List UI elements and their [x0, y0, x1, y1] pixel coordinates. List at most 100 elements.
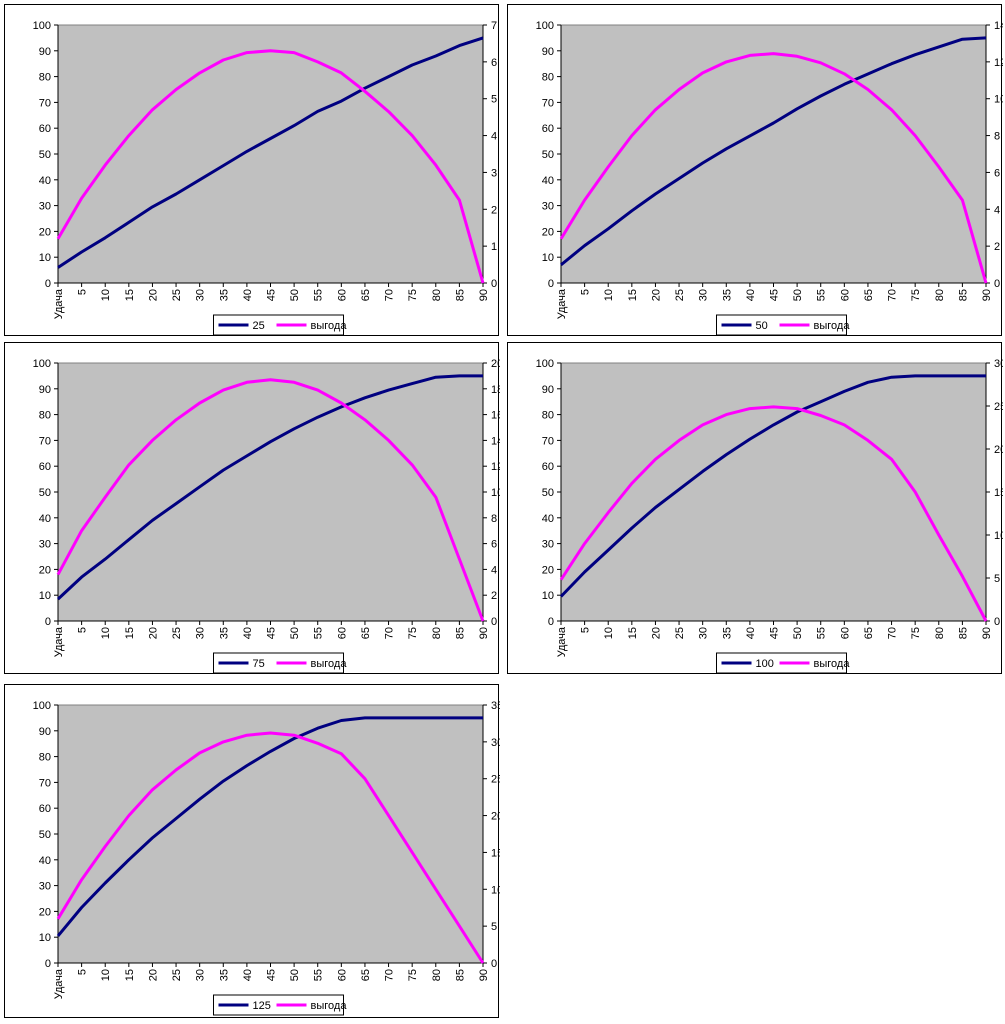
x-axis-tick-label: 35 — [218, 969, 230, 981]
x-axis-tick-label: 40 — [745, 289, 757, 301]
left-axis-tick-label: 80 — [39, 72, 51, 84]
right-axis-tick-label: 15 — [994, 487, 1003, 499]
x-axis-tick-label: 80 — [431, 969, 443, 981]
x-axis-tick-label: 25 — [171, 289, 183, 301]
legend: 25 выгода — [213, 314, 348, 336]
series-line-vygoda — [559, 405, 988, 622]
x-axis-tick-label: 50 — [289, 627, 301, 639]
left-axis-tick-label: 70 — [542, 97, 554, 109]
x-axis-tick-label: 45 — [266, 289, 278, 301]
left-axis-tick-label: 30 — [39, 539, 51, 551]
right-axis-tick-label: 0 — [491, 958, 497, 970]
legend-label: 75 — [253, 658, 265, 670]
right-axis-tick-label: 25 — [994, 401, 1003, 413]
x-axis-tick-label: 50 — [289, 289, 301, 301]
chart-panel-50: 0 10 20 30 40 50 60 70 80 90 100 0 2 4 6 8 10 12 14 Удача 5 1… — [507, 4, 1003, 336]
x-axis-tick-label: 25 — [171, 969, 183, 981]
x-axis-tick-label: 25 — [674, 289, 686, 301]
x-axis-tick-label: 75 — [407, 289, 419, 301]
chart-panel-25: 0 10 20 30 40 50 60 70 80 90 100 0 1 2 3 4 5 6 7 Удача 5 10 15… — [4, 4, 499, 336]
right-axis-tick-label: 20 — [491, 358, 500, 370]
x-axis-tick-label: 40 — [242, 627, 254, 639]
x-axis-tick-label: 90 — [478, 627, 490, 639]
left-axis-tick-label: 90 — [542, 46, 554, 58]
series-line-vygoda — [559, 52, 988, 284]
x-axis-tick-label: 35 — [721, 289, 733, 301]
left-axis-tick-label: 30 — [542, 539, 554, 551]
right-axis-tick-label: 30 — [491, 737, 500, 749]
right-axis-tick-label: 0 — [994, 278, 1000, 290]
legend-label: 125 — [253, 1000, 271, 1012]
legend-label: 50 — [756, 320, 768, 332]
x-axis-tick-label: Удача — [53, 288, 65, 319]
x-axis-tick-label: 15 — [124, 289, 136, 301]
x-axis-tick-label: 35 — [218, 627, 230, 639]
series-line-vygoda — [56, 49, 485, 284]
right-axis-tick-label: 12 — [491, 461, 500, 473]
left-axis-tick-label: 50 — [542, 487, 554, 499]
left-axis-tick-label: 20 — [542, 226, 554, 238]
chart-svg: 0 10 20 30 40 50 60 70 80 90 100 0 5 10 15 20 25 30 Удача 5… — [536, 358, 1003, 674]
x-axis-tick-label: 30 — [698, 627, 710, 639]
left-axis-tick-label: 60 — [39, 123, 51, 135]
left-axis-tick-label: 60 — [39, 803, 51, 815]
x-axis-tick-label: 80 — [431, 289, 443, 301]
x-axis-tick-label: 85 — [957, 289, 969, 301]
left-axis-tick-label: 90 — [542, 384, 554, 396]
x-axis-tick-label: 55 — [816, 627, 828, 639]
left-axis-tick-label: 30 — [542, 201, 554, 213]
x-axis-tick-label: 60 — [839, 627, 851, 639]
x-axis-tick-label: 35 — [218, 289, 230, 301]
right-axis-tick-label: 20 — [994, 444, 1003, 456]
right-axis-tick-label: 10 — [994, 94, 1003, 106]
right-axis-tick-label: 8 — [491, 513, 497, 525]
x-axis-tick-label: 15 — [124, 627, 136, 639]
left-axis-tick-label: 40 — [542, 175, 554, 187]
x-axis-tick-label: 30 — [195, 627, 207, 639]
left-axis-tick-label: 90 — [39, 46, 51, 58]
x-axis-tick-label: 90 — [478, 289, 490, 301]
x-axis-tick-label: 65 — [863, 627, 875, 639]
legend-label: выгода — [311, 320, 348, 332]
left-axis-tick-label: 50 — [39, 829, 51, 841]
left-axis-tick-label: 40 — [39, 175, 51, 187]
legend-label: 25 — [253, 320, 265, 332]
x-axis-tick-label: 40 — [242, 969, 254, 981]
plot-area — [57, 704, 484, 964]
legend-label: выгода — [311, 1000, 348, 1012]
x-axis-tick-label: 50 — [792, 627, 804, 639]
left-axis-tick-label: 50 — [542, 149, 554, 161]
x-axis-tick-label: 85 — [454, 289, 466, 301]
series-line-vygoda — [56, 378, 485, 622]
x-axis-tick-label: 60 — [336, 969, 348, 981]
x-axis-tick-label: 65 — [360, 289, 372, 301]
x-axis-tick-label: 55 — [313, 627, 325, 639]
x-axis-tick-label: 85 — [454, 969, 466, 981]
series-line-vygoda — [56, 731, 485, 964]
right-axis-tick-label: 14 — [491, 435, 500, 447]
right-axis-tick-label: 5 — [491, 921, 497, 933]
x-axis-tick-label: Удача — [556, 626, 568, 657]
right-axis-tick-label: 12 — [994, 57, 1003, 69]
x-axis-tick-label: 70 — [384, 627, 396, 639]
right-axis-tick-label: 2 — [994, 241, 1000, 253]
left-axis-tick-label: 20 — [39, 906, 51, 918]
x-axis-tick-label: 70 — [384, 969, 396, 981]
x-axis-tick-label: 40 — [745, 627, 757, 639]
x-axis-tick-label: 80 — [934, 627, 946, 639]
x-axis-tick-label: 55 — [313, 289, 325, 301]
x-axis-tick-label: 50 — [289, 969, 301, 981]
x-axis-tick-label: Удача — [53, 968, 65, 999]
left-axis-tick-label: 20 — [39, 226, 51, 238]
chart-svg: 0 10 20 30 40 50 60 70 80 90 100 0 2 4 6 8 10 12 14 16 18 20 У… — [33, 358, 500, 674]
left-axis-tick-label: 10 — [39, 932, 51, 944]
x-axis-tick-label: 60 — [839, 289, 851, 301]
right-axis-tick-label: 3 — [491, 167, 497, 179]
plot-area — [57, 362, 484, 622]
x-axis-tick-label: 10 — [100, 289, 112, 301]
left-axis-tick-label: 100 — [33, 20, 51, 32]
left-axis-tick-label: 90 — [39, 384, 51, 396]
left-axis-tick-label: 0 — [548, 616, 554, 628]
x-axis-tick-label: 80 — [934, 289, 946, 301]
x-axis-tick-label: 70 — [887, 627, 899, 639]
